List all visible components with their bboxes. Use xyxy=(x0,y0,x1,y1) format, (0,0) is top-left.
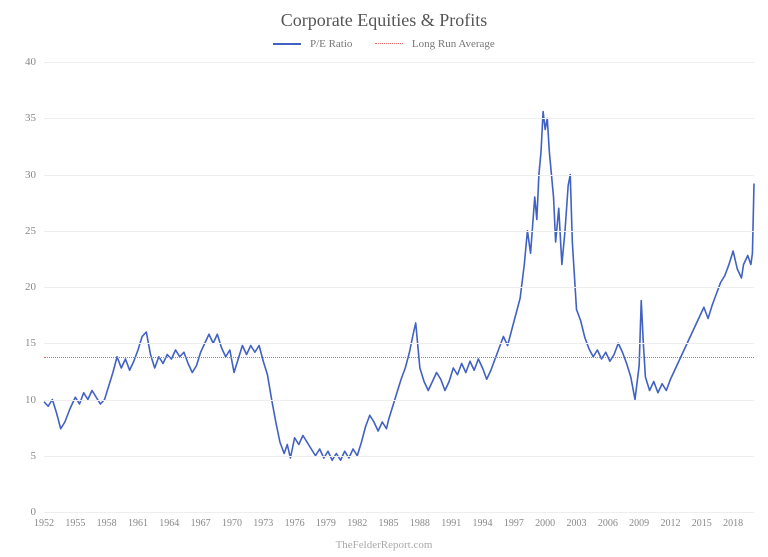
x-axis-label: 1967 xyxy=(191,518,211,529)
legend-swatch-avg xyxy=(375,43,403,45)
x-axis-label: 1970 xyxy=(222,518,242,529)
x-axis-label: 1955 xyxy=(65,518,85,529)
x-axis-label: 1973 xyxy=(253,518,273,529)
x-axis-label: 1976 xyxy=(285,518,305,529)
x-axis-label: 1964 xyxy=(159,518,179,529)
x-axis-label: 2018 xyxy=(723,518,743,529)
x-axis-label: 2006 xyxy=(598,518,618,529)
x-axis-label: 2015 xyxy=(692,518,712,529)
gridline xyxy=(44,175,754,176)
legend-item-avg: Long Run Average xyxy=(375,38,495,50)
y-axis-label: 25 xyxy=(25,225,36,237)
gridline xyxy=(44,343,754,344)
legend-item-pe: P/E Ratio xyxy=(273,38,352,50)
x-axis-label: 1985 xyxy=(379,518,399,529)
x-axis-label: 1991 xyxy=(441,518,461,529)
y-axis-label: 20 xyxy=(25,281,36,293)
chart-title: Corporate Equities & Profits xyxy=(0,10,768,31)
x-axis-label: 1994 xyxy=(473,518,493,529)
y-axis-label: 0 xyxy=(31,506,37,518)
legend-swatch-pe xyxy=(273,43,301,45)
x-axis-label: 1961 xyxy=(128,518,148,529)
chart-container: Corporate Equities & Profits P/E Ratio L… xyxy=(0,0,768,557)
chart-legend: P/E Ratio Long Run Average xyxy=(0,38,768,50)
gridline xyxy=(44,118,754,119)
pe-ratio-line xyxy=(44,112,754,461)
y-axis-label: 15 xyxy=(25,337,36,349)
y-axis-label: 40 xyxy=(25,56,36,68)
legend-label-avg: Long Run Average xyxy=(412,38,495,50)
y-axis-label: 10 xyxy=(25,394,36,406)
long-run-average-line xyxy=(44,357,754,358)
x-axis-label: 1997 xyxy=(504,518,524,529)
x-axis-label: 1988 xyxy=(410,518,430,529)
x-axis-label: 2003 xyxy=(567,518,587,529)
y-axis-label: 5 xyxy=(31,450,37,462)
gridline xyxy=(44,400,754,401)
plot-area: 0510152025303540195219551958196119641967… xyxy=(44,62,754,512)
y-axis-label: 35 xyxy=(25,112,36,124)
gridline xyxy=(44,287,754,288)
legend-label-pe: P/E Ratio xyxy=(310,38,352,50)
gridline xyxy=(44,231,754,232)
x-axis-label: 1958 xyxy=(97,518,117,529)
x-axis-label: 2000 xyxy=(535,518,555,529)
x-axis-label: 1979 xyxy=(316,518,336,529)
x-axis-label: 1952 xyxy=(34,518,54,529)
x-axis-label: 1982 xyxy=(347,518,367,529)
gridline xyxy=(44,512,754,513)
gridline xyxy=(44,62,754,63)
y-axis-label: 30 xyxy=(25,169,36,181)
chart-source: TheFelderReport.com xyxy=(0,539,768,551)
x-axis-label: 2012 xyxy=(660,518,680,529)
x-axis-label: 2009 xyxy=(629,518,649,529)
gridline xyxy=(44,456,754,457)
